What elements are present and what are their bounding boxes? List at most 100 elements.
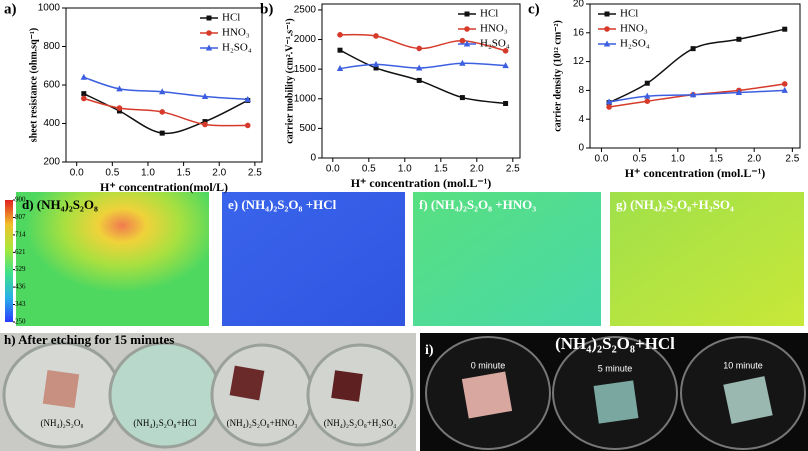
y-tick-label: 20 (573, 0, 585, 10)
y-axis-label: sheet resistance (ohm.sq⁻¹) (28, 28, 39, 142)
marker (244, 95, 251, 102)
marker (644, 80, 650, 86)
x-tick-label: 0.5 (633, 154, 647, 165)
series-line (339, 49, 506, 105)
legend-label: HNO₃ (620, 23, 648, 35)
photo-label: 5 minute (598, 363, 633, 373)
photo-title: (NH₄)₂S₂O₈+HCl (555, 334, 675, 353)
sample (593, 380, 639, 424)
x-tick-label: 2.0 (470, 164, 484, 175)
heatmap-d (16, 192, 209, 326)
marker (459, 95, 465, 101)
marker (205, 44, 213, 51)
photo-label: 0 minute (471, 360, 506, 370)
heatmap-g (610, 192, 804, 326)
legend-label: H₂SO₄ (480, 38, 510, 50)
panel-label: c) (528, 1, 540, 17)
colorbar-label: 714 (15, 231, 26, 239)
panel-label: b) (260, 1, 273, 17)
legend-label: HNO₃ (480, 23, 508, 35)
marker (81, 91, 87, 97)
panel-title: g) (NH₄)₂S₂O₈+H₂SO₄ (616, 197, 734, 212)
sample (723, 376, 773, 424)
x-tick-label: 1.5 (434, 164, 448, 175)
marker (337, 47, 343, 53)
y-axis-label: carrier density (10¹² cm⁻²) (552, 20, 563, 132)
y-tick-label: 400 (43, 118, 60, 129)
series-line (339, 62, 506, 70)
sample (461, 371, 513, 419)
marker (373, 65, 379, 71)
plot-area (321, 3, 521, 159)
marker (372, 60, 380, 67)
marker (116, 108, 122, 114)
marker (606, 104, 612, 110)
panel-label: a) (4, 1, 17, 17)
marker (644, 92, 651, 99)
photo-label: (NH₄)₂S₂O₈+H₂SO₄ (324, 418, 396, 428)
x-tick-label: 1.0 (398, 164, 412, 175)
plot-area (589, 3, 801, 149)
x-tick-label: 2.5 (248, 168, 262, 179)
series-line (83, 76, 248, 101)
x-tick-label: 0.0 (595, 154, 609, 165)
x-tick-label: 1.0 (671, 154, 685, 165)
photo-title: h) After etching for 15 minutes (4, 332, 174, 347)
marker (605, 98, 613, 105)
marker (416, 77, 422, 83)
x-tick-label: 0.0 (326, 164, 340, 175)
x-tick-label: 0.5 (105, 168, 119, 179)
x-tick-label: 0.0 (70, 168, 84, 179)
marker (337, 32, 343, 38)
marker (502, 62, 509, 69)
marker (201, 93, 209, 100)
legend-label: HCl (222, 12, 240, 24)
series-line (608, 89, 785, 103)
y-tick-label: 500 (299, 123, 316, 134)
marker (502, 47, 509, 54)
legend-label: H₂SO₄ (620, 38, 650, 50)
y-tick-label: 1000 (38, 3, 61, 14)
y-tick-label: 16 (573, 27, 585, 38)
photo-label: (NH₄)₂S₂O₈+HNO₃ (227, 418, 298, 428)
x-tick-label: 0.5 (362, 164, 376, 175)
marker (459, 59, 466, 66)
marker (206, 15, 212, 21)
x-tick-label: 1.5 (177, 168, 191, 179)
x-tick-label: 2.0 (747, 154, 761, 165)
marker (464, 26, 470, 32)
series-line (608, 83, 785, 108)
sample (42, 369, 80, 409)
y-tick-label: 8 (578, 85, 584, 96)
marker (503, 101, 509, 107)
marker (416, 45, 423, 52)
panel-label: i) (425, 343, 434, 358)
marker (604, 26, 610, 32)
y-axis-label: carrier mobility (cm².V⁻¹.s⁻¹) (284, 18, 295, 143)
marker (336, 65, 344, 72)
sample (229, 365, 265, 401)
y-tick-label: 0 (310, 153, 316, 164)
marker (690, 46, 696, 52)
colorbar-label: 343 (15, 300, 26, 308)
marker (689, 91, 697, 98)
y-tick-label: 2000 (294, 34, 317, 45)
marker (116, 105, 123, 111)
dishes-h (2, 341, 414, 449)
legend-label: HCl (480, 8, 498, 20)
marker (159, 130, 165, 136)
y-tick-label: 600 (43, 80, 60, 91)
heatmap-e (222, 192, 405, 326)
marker (81, 95, 87, 102)
marker (604, 11, 610, 17)
sample (331, 370, 363, 402)
x-axis-label: H⁺ concentration(mol/L) (100, 180, 228, 194)
colorbar-label: 436 (15, 283, 26, 291)
colorbar-label: 621 (15, 248, 26, 256)
marker (80, 73, 88, 80)
y-tick-label: 800 (43, 41, 60, 52)
marker (781, 81, 788, 87)
marker (736, 36, 742, 42)
marker (459, 37, 466, 44)
